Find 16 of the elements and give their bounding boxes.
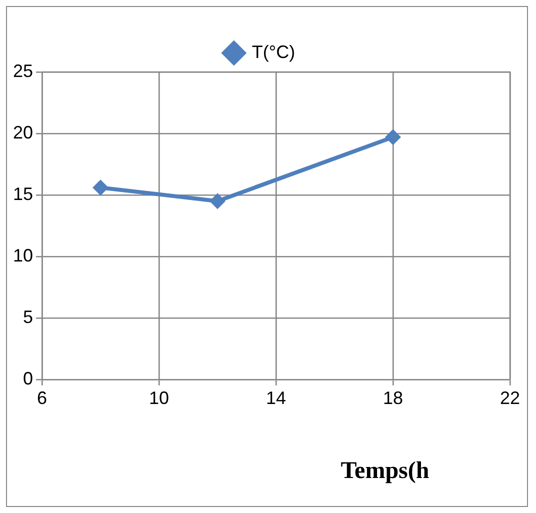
y-tick-label: 20 [12, 122, 34, 142]
x-tick-label: 10 [149, 388, 170, 408]
x-tick-label: 14 [266, 388, 286, 408]
y-tick-label: 0 [23, 368, 34, 388]
x-tick-label: 6 [37, 388, 48, 408]
x-tick-label: 22 [500, 388, 520, 408]
point [92, 180, 109, 196]
y-tick-label: 15 [12, 184, 34, 204]
y-tick-label: 5 [23, 306, 34, 327]
x-axis-title: Temps(h [340, 458, 430, 485]
point [210, 193, 226, 210]
x-tick-label: 18 [382, 388, 404, 408]
y-tick-label: 25 [12, 60, 34, 81]
legend-label: T(°C) [252, 42, 296, 62]
y-tick-label: 10 [12, 245, 34, 266]
point [385, 129, 402, 146]
